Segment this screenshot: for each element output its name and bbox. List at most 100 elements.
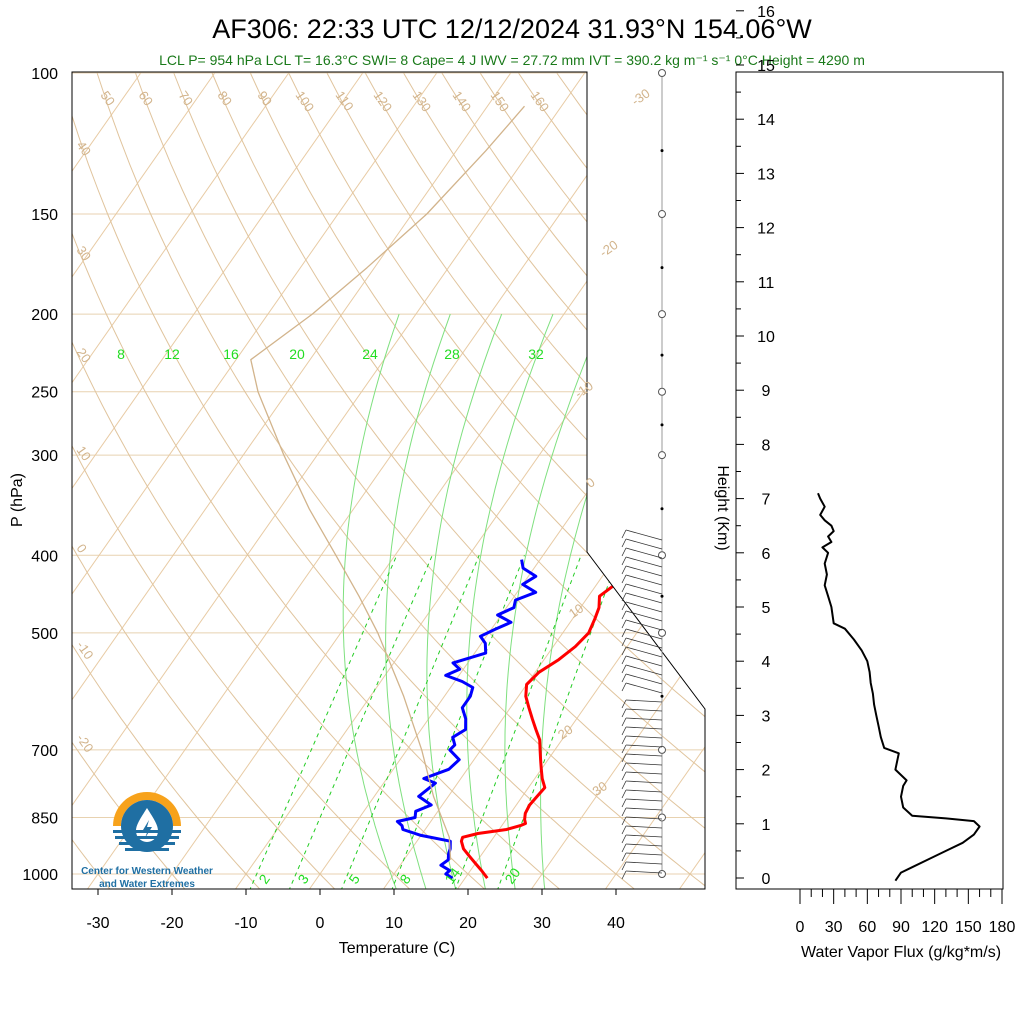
wind-barb-staff [625,547,663,559]
moist-adiabat-label: 16 [223,346,239,362]
wind-barb-staff [625,717,663,721]
wind-level-dot [660,594,664,598]
flux-tick-label: 90 [892,919,910,936]
mixing-ratio-label: 2 [255,871,273,887]
flux-tick-label: 150 [955,919,982,936]
pressure-tick-label: 100 [31,66,58,83]
mixing-ratio-line [340,555,480,889]
calm-wind-marker [658,870,666,878]
isotherm-line [72,72,290,889]
height-tick-label: 5 [762,600,771,617]
dry-adiabat-line [288,72,705,889]
pressure-tick-label: 150 [31,207,58,224]
wind-barb-flag [621,843,627,853]
pressure-tick-label: 200 [31,307,58,324]
logo-line-1: Center for Western Weather [81,866,213,877]
wind-barb-flag [621,673,627,683]
dry-adiabat-line [135,72,705,889]
height-tick-label: 6 [762,546,771,563]
wind-barb-staff [625,664,663,676]
calm-wind-marker [658,551,666,560]
temperature-line [459,558,623,880]
wind-barb-staff [625,673,663,685]
dry-adiabat-label: 70 [176,88,197,108]
wind-barb-staff [625,682,663,694]
flux-tick-label: 30 [825,919,843,936]
calm-wind-marker [658,69,666,77]
calm-wind-marker [658,745,666,754]
wind-barb-flag [621,628,627,638]
dry-adiabat-line [72,72,337,889]
height-tick-label: 9 [762,383,771,400]
wind-barb-staff [625,565,663,577]
wind-barb-flag [621,816,627,826]
pressure-tick-label: 700 [31,743,58,760]
isotherm-line [235,72,705,889]
calm-wind-marker [658,628,666,637]
isotherm-label: 10 [566,601,586,622]
wind-barb-staff [625,816,663,820]
wind-barb-flag [621,798,627,808]
dry-adiabat-label: 40 [74,138,95,158]
x-tick-label: 0 [316,915,325,932]
lightning-icon [143,820,152,838]
dry-adiabat-line [72,72,412,889]
wind-level-dot [660,507,664,511]
isotherm-line [72,72,512,889]
isotherm-line [72,72,364,889]
moist-adiabat-line [426,313,503,889]
wind-barb-staff [625,538,663,550]
calm-wind-marker [658,310,666,319]
moist-adiabat-label: 24 [362,346,378,362]
wind-barb-flag [621,565,627,575]
dry-adiabat-label: 80 [215,88,236,108]
wind-barb-flag [621,619,627,629]
height-tick-label: 10 [757,329,775,346]
height-tick-label: 15 [757,58,775,75]
x-tick-label: 20 [459,915,477,932]
height-tick-label: 7 [762,492,771,509]
calm-wind-marker [658,387,666,396]
dry-adiabat-line [72,72,262,889]
wind-barb-staff [625,789,663,793]
flux-tick-label: 0 [796,919,805,936]
x-tick-label: -20 [160,915,183,932]
wind-barb-flag [621,834,627,844]
wind-barb-staff [625,780,663,784]
mixing-ratio-label: 8 [396,871,414,887]
wind-barb-staff [625,529,663,541]
height-tick-label: 11 [758,275,775,292]
water-vapor-flux-line [817,492,981,882]
wind-barb-staff [625,628,663,640]
x-tick-label: 10 [385,915,403,932]
x-tick-label: 30 [533,915,551,932]
calm-wind-marker [658,451,666,460]
mixing-ratio-label: 20 [501,865,523,887]
wind-barb-flag [621,861,627,871]
dry-adiabat-label: 60 [136,88,157,108]
height-tick-label: 8 [762,437,771,454]
x-tick-label: -30 [86,915,109,932]
skew-t-frame [71,71,706,890]
wind-barb-flag [621,771,627,781]
wind-barb-staff [625,798,663,802]
flux-tick-label: 120 [921,919,948,936]
isotherm-label: -30 [629,86,653,109]
dry-adiabat-line [479,72,705,889]
dry-adiabat-label: 50 [98,88,119,108]
wind-barb-flag [621,601,627,611]
wind-barb-flag [621,852,627,862]
moist-adiabat-label: 32 [528,346,544,362]
flux-plot-frame [735,71,1004,890]
moist-adiabat-line [504,313,605,889]
parcel-path-line [250,105,525,860]
pressure-tick-label: 850 [31,810,58,827]
isotherm-label: 20 [555,722,575,743]
wind-level-dot [660,694,664,698]
dry-adiabat-line [211,72,705,889]
dry-adiabat-label: -20 [74,731,97,755]
wind-barb-flag [621,529,627,539]
moist-adiabat-label: 12 [164,346,180,362]
wind-barb-flag [621,825,627,835]
mixing-ratio-label: 5 [345,871,363,887]
